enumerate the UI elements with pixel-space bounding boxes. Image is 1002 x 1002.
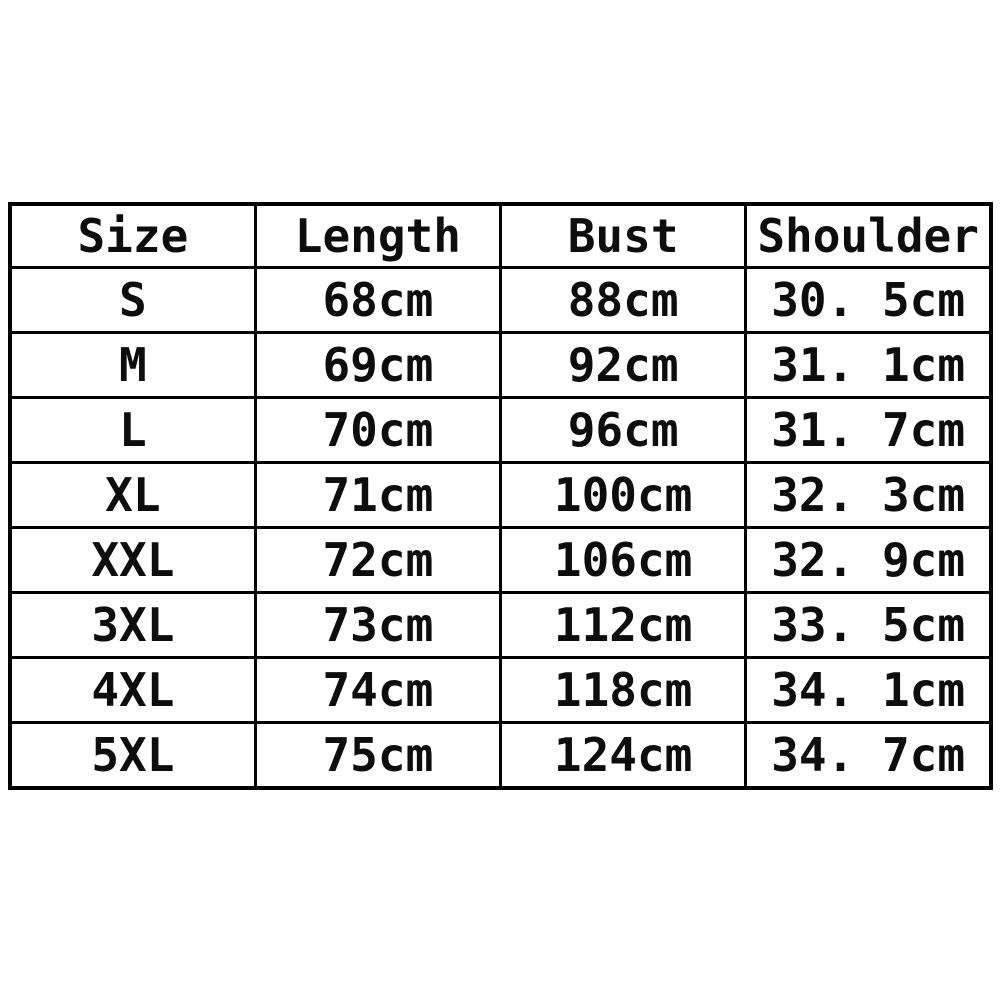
table-cell: 73cm — [253, 591, 503, 659]
table-cell: 3XL — [8, 591, 257, 659]
table-cell: 100cm — [498, 461, 748, 529]
table-row: 5XL 75cm 124cm 34. 7cm — [8, 721, 993, 790]
header-row: Size Length Bust Shoulder — [8, 202, 993, 269]
table-row: XL 71cm 100cm 32. 3cm — [8, 461, 993, 529]
table-cell: 32. 9cm — [744, 526, 993, 594]
column-header: Size — [8, 202, 257, 269]
table-cell: M — [8, 331, 257, 399]
table-cell: 74cm — [253, 656, 503, 724]
table-cell: 34. 1cm — [744, 656, 993, 724]
table-cell: 112cm — [498, 591, 748, 659]
table-row: 4XL 74cm 118cm 34. 1cm — [8, 656, 993, 724]
table-cell: XXL — [8, 526, 257, 594]
table-cell: 75cm — [253, 721, 503, 790]
table-cell: 30. 5cm — [744, 266, 993, 334]
table-cell: 72cm — [253, 526, 503, 594]
table-cell: 106cm — [498, 526, 748, 594]
table-cell: 70cm — [253, 396, 503, 464]
table-cell: 124cm — [498, 721, 748, 790]
table-head: Size Length Bust Shoulder — [8, 202, 993, 269]
table-row: 3XL 73cm 112cm 33. 5cm — [8, 591, 993, 659]
table-cell: 118cm — [498, 656, 748, 724]
table-cell: 31. 7cm — [744, 396, 993, 464]
column-header: Bust — [498, 202, 748, 269]
table-row: S 68cm 88cm 30. 5cm — [8, 266, 993, 334]
table-cell: 88cm — [498, 266, 748, 334]
table-row: L 70cm 96cm 31. 7cm — [8, 396, 993, 464]
table-cell: 5XL — [8, 721, 257, 790]
table-cell: 96cm — [498, 396, 748, 464]
table-row: XXL 72cm 106cm 32. 9cm — [8, 526, 993, 594]
table-row: M 69cm 92cm 31. 1cm — [8, 331, 993, 399]
table-cell: XL — [8, 461, 257, 529]
column-header: Shoulder — [744, 202, 993, 269]
table-body: S 68cm 88cm 30. 5cm M 69cm 92cm 31. 1cm L 70cm 96c… — [8, 266, 993, 790]
table-cell: 33. 5cm — [744, 591, 993, 659]
table-cell: 32. 3cm — [744, 461, 993, 529]
table-cell: L — [8, 396, 257, 464]
table-cell: S — [8, 266, 257, 334]
table-cell: 69cm — [253, 331, 503, 399]
table-cell: 92cm — [498, 331, 748, 399]
size-chart: Size Length Bust Shoulder S 68cm 88cm 30. 5cm M… — [8, 202, 993, 790]
column-header: Length — [253, 202, 503, 269]
size-chart-table: Size Length Bust Shoulder S 68cm 88cm 30. 5cm M… — [8, 202, 993, 790]
table-cell: 34. 7cm — [744, 721, 993, 790]
table-cell: 68cm — [253, 266, 503, 334]
table-cell: 4XL — [8, 656, 257, 724]
table-cell: 71cm — [253, 461, 503, 529]
table-cell: 31. 1cm — [744, 331, 993, 399]
